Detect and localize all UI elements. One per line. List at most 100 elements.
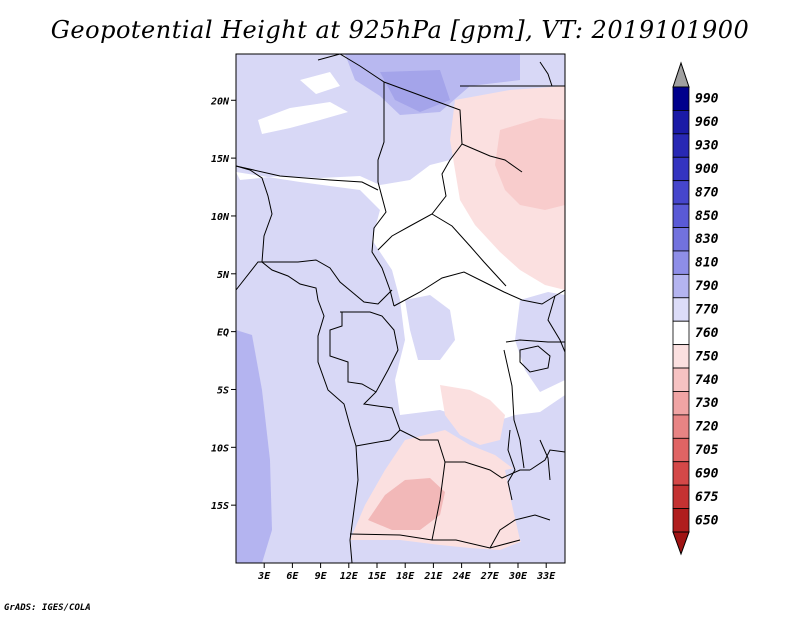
lon-tick-label: 15E (368, 571, 387, 582)
chad-border (377, 81, 463, 251)
colorbar-label: 930 (695, 139, 719, 154)
colorbar-label: 900 (695, 162, 719, 177)
field-southeast-770 (505, 465, 565, 563)
longitude-axis: 3E 6E 9E 12E 15E 18E 21E 24E 27E 30E 33E (257, 563, 556, 582)
colorbar-swatch (672, 180, 690, 205)
map-frame (235, 53, 566, 564)
colorbar-label: 870 (695, 185, 719, 200)
angola-zambia-border (431, 461, 446, 541)
colorbar-swatch (672, 367, 690, 392)
colorbar-label: 750 (695, 349, 719, 364)
colorbar-swatch (672, 273, 690, 299)
sinai-coast (539, 61, 553, 87)
colorbar-swatch (672, 250, 690, 275)
field-shading (236, 54, 565, 563)
lat-tick-label: 10N (211, 212, 230, 223)
sahel-border (236, 165, 379, 191)
field-west-810 (236, 330, 272, 563)
colorbar-label: 705 (695, 443, 719, 458)
zambia-border (489, 514, 551, 549)
colorbar-label: 960 (695, 115, 719, 130)
colorbar-label: 720 (695, 420, 719, 435)
tanzania-border (529, 449, 565, 471)
lon-tick-label: 21E (423, 571, 443, 582)
colorbar-swatch (672, 508, 690, 533)
colorbar-label: 850 (695, 209, 719, 224)
car-south-border (393, 271, 565, 307)
field-north-830 (380, 70, 450, 112)
lat-tick-label: 5S (217, 385, 229, 396)
colorbar-label: 830 (695, 232, 719, 247)
field-north-blob-760 (300, 72, 340, 94)
grads-credit: GrADS: IGES/COLA (4, 603, 91, 613)
great-lakes-border (503, 349, 525, 469)
lon-tick-label: 18E (396, 571, 415, 582)
kenya-border (547, 295, 565, 353)
map-title: Geopotential Height at 925hPa [gpm], VT:… (50, 16, 750, 44)
lake-malawi (539, 439, 551, 481)
colorbar-label: 675 (695, 490, 719, 505)
colorbar-swatch (672, 484, 690, 509)
colorbar-label: 730 (695, 396, 719, 411)
field-south-740 (368, 478, 445, 530)
lon-tick-label: 6E (286, 571, 299, 582)
cameroon-chad-border (371, 181, 395, 307)
colorbar-swatch (672, 320, 690, 346)
colorbar-swatch (672, 133, 690, 158)
lon-tick-label: 3E (257, 571, 271, 582)
colorbar-label: 810 (695, 256, 719, 271)
colorbar-swatch (672, 414, 690, 439)
lon-tick-label: 24E (452, 571, 472, 582)
lon-tick-label: 12E (340, 571, 359, 582)
lon-tick-label: 9E (315, 571, 328, 582)
field-northeast-740 (495, 118, 565, 210)
uganda-border (505, 339, 565, 343)
colorbar-swatch (672, 297, 690, 322)
lon-tick-label: 30E (508, 571, 528, 582)
car-sudan-border (431, 213, 507, 287)
colorbar-top-arrow (672, 61, 690, 88)
colorbar-bottom-arrow (672, 531, 690, 556)
colorbar-label: 650 (695, 513, 719, 528)
sudan-border (461, 143, 523, 173)
angola-north-border (355, 429, 401, 447)
colorbar: 990 960 930 900 870 850 830 810 790 770 760 750 740 7… (672, 61, 719, 556)
colorbar-label: 690 (695, 466, 719, 481)
gabon-congo-border (329, 312, 377, 393)
lat-tick-label: 5N (217, 270, 230, 281)
congo-drc-border (340, 311, 530, 479)
colorbar-swatch (672, 203, 690, 228)
field-congo-patch-770 (405, 295, 455, 360)
lake-victoria (519, 345, 551, 373)
colorbar-swatch (672, 344, 690, 369)
colorbar-swatch (672, 437, 690, 463)
colorbar-label: 760 (695, 326, 719, 341)
latitude-axis: 20N 15N 10N 5N EQ 5S 10S 15S (210, 96, 236, 512)
country-borders (236, 54, 565, 563)
colorbar-swatch (672, 461, 690, 486)
lat-tick-label: 15N (211, 154, 230, 165)
lat-tick-label: EQ (217, 328, 229, 339)
west-coastline (236, 165, 359, 563)
colorbar-swatch (672, 156, 690, 182)
lake-tanganyika (507, 429, 516, 501)
colorbar-swatch (672, 391, 690, 416)
colorbar-label: 770 (695, 303, 719, 318)
angola-south-border (349, 533, 521, 549)
colorbar-label: 990 (695, 92, 719, 107)
lat-tick-label: 15S (211, 501, 229, 512)
lon-tick-label: 33E (536, 571, 556, 582)
field-north-streak-760 (258, 102, 348, 134)
lat-tick-label: 10S (211, 443, 229, 454)
colorbar-swatch (672, 86, 690, 111)
colorbar-label: 740 (695, 373, 719, 388)
field-central-750 (440, 385, 505, 445)
lon-tick-label: 27E (480, 571, 500, 582)
field-east-patch-770 (515, 292, 565, 392)
gulf-of-guinea-border (236, 259, 393, 305)
colorbar-swatch (672, 110, 690, 135)
colorbar-label: 790 (695, 279, 719, 294)
lat-tick-label: 20N (210, 96, 230, 107)
colorbar-swatch (672, 227, 690, 252)
